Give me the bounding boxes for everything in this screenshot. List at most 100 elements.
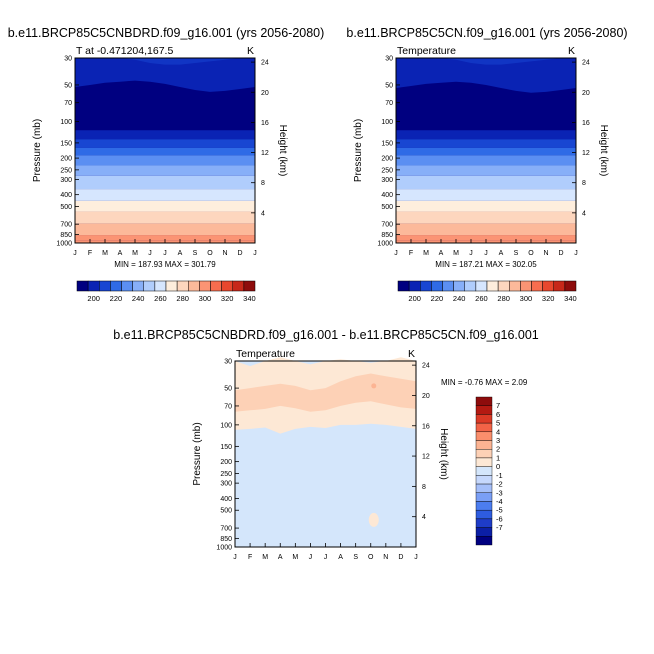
p3-xtick-label: A <box>278 554 283 561</box>
p3-ytick-label: 150 <box>220 444 232 451</box>
p3-xtick-label: J <box>309 554 313 561</box>
p1-colorbar-label: 220 <box>110 294 123 303</box>
p2-band <box>396 211 576 224</box>
p2-ytick-label: 100 <box>381 119 393 126</box>
p2-xtick-label: D <box>558 250 563 257</box>
p2-band <box>396 200 576 212</box>
p1-colorbar-box <box>87 280 100 292</box>
p3-xtick-label: S <box>353 554 358 561</box>
p2-xtick-label: J <box>574 250 578 257</box>
p2-xtick-label: A <box>439 250 444 257</box>
p1-colorbar-label: 260 <box>154 294 167 303</box>
p2-band <box>396 165 576 176</box>
p3-ytick-label: 50 <box>224 386 232 393</box>
p1-colorbar-box <box>99 280 111 292</box>
p3-colorbar-label: 6 <box>496 410 500 419</box>
p2-stats: MIN = 187.21 MAX = 302.05 <box>435 260 537 269</box>
p2-colorbar-box <box>420 280 432 292</box>
p3-colorbar-box <box>475 405 493 415</box>
chart2-plot: Temperature K 30 50 70 100 150 200 250 300 400 500 7… <box>353 45 609 303</box>
p3-units-label: K <box>408 348 415 360</box>
p1-ytick-label: 250 <box>60 167 72 174</box>
p1-colorbar-box <box>221 280 233 292</box>
p3-colorbar-label: 5 <box>496 419 500 428</box>
p1-colorbar-box <box>165 280 178 292</box>
p3-ytick-label: 700 <box>220 526 232 533</box>
p3-colorbar-box <box>475 396 493 406</box>
p2-colorbar-box <box>464 280 477 292</box>
p2-colorbar-box <box>553 280 566 292</box>
p2-ytick-label: 200 <box>381 156 393 163</box>
p1-band <box>75 155 255 166</box>
p1-colorbar-label: 300 <box>199 294 212 303</box>
p3-stats: MIN = -0.76 MAX = 2.09 <box>441 378 528 387</box>
p3-rtick-label: 12 <box>422 454 430 461</box>
p1-colorbar-box <box>121 280 133 292</box>
p1-stats: MIN = 187.93 MAX = 301.79 <box>114 260 216 269</box>
p3-colorbar-label: -5 <box>496 506 503 515</box>
p1-units-label: K <box>247 45 254 57</box>
p3-xtick-label: A <box>338 554 343 561</box>
p3-ytick-label: 30 <box>224 359 232 366</box>
p1-xtick-label: J <box>253 250 257 257</box>
p2-ytick-label: 30 <box>385 56 393 63</box>
p1-xtick-label: J <box>148 250 152 257</box>
p2-band <box>396 130 576 140</box>
p1-colorbar-label: 240 <box>132 294 145 303</box>
p2-xtick-label: A <box>499 250 504 257</box>
p1-xtick-label: J <box>163 250 167 257</box>
p1-colorbar-label: 200 <box>87 294 100 303</box>
p3-colorbar-box <box>475 536 493 546</box>
p3-colorbar-box <box>475 475 493 485</box>
p1-xtick-label: M <box>102 250 108 257</box>
p2-fill-top <box>396 58 576 65</box>
p2-ylabel-right: Height (km) <box>598 125 609 177</box>
p2-colorbar-box <box>542 280 554 292</box>
p2-rtick-label: 8 <box>582 180 586 187</box>
p3-ytick-label: 1000 <box>216 545 232 552</box>
p2-ytick-label: 150 <box>381 140 393 147</box>
p1-rtick-label: 16 <box>261 120 269 127</box>
p2-xtick-label: S <box>514 250 519 257</box>
p1-rtick-label: 20 <box>261 90 269 97</box>
p1-colorbar-box <box>232 280 245 292</box>
p1-rtick-label: 12 <box>261 150 269 157</box>
p2-xtick-label: M <box>423 250 429 257</box>
p2-xtick-label: N <box>543 250 548 257</box>
p2-colorbar-box <box>564 280 577 292</box>
p2-colorbar-label: 280 <box>497 294 510 303</box>
p2-fill-upper <box>396 58 576 93</box>
p3-colorbar-box <box>475 509 493 520</box>
p2-colorbar-label: 260 <box>475 294 488 303</box>
p2-xtick-label: O <box>528 250 534 257</box>
p1-colorbar-box <box>110 280 122 292</box>
p3-ytick-label: 100 <box>220 422 232 429</box>
p2-rtick-label: 4 <box>582 210 586 217</box>
p2-band <box>396 139 576 148</box>
p3-rtick-label: 4 <box>422 514 426 521</box>
p2-rtick-label: 20 <box>582 90 590 97</box>
p2-rtick-label: 24 <box>582 60 590 67</box>
p1-ytick-label: 500 <box>60 204 72 211</box>
p2-colorbar-box <box>509 280 521 292</box>
chart1-plot: T at -0.471204,167.5 K 30 50 70 100 150 200 250 3… <box>32 45 288 303</box>
p1-rtick-label: 8 <box>261 180 265 187</box>
p1-ytick-label: 400 <box>60 192 72 199</box>
p3-xtick-label: M <box>262 554 268 561</box>
p1-colorbar-box <box>243 280 256 292</box>
p1-band <box>75 175 255 190</box>
p2-colorbar-box <box>486 280 499 292</box>
p3-colorbar-label: -3 <box>496 488 503 497</box>
p1-xtick-label: S <box>193 250 198 257</box>
p3-colorbar-label: -7 <box>496 523 503 532</box>
p3-colorbar-label: -2 <box>496 480 503 489</box>
p1-xtick-label: J <box>73 250 77 257</box>
p2-colorbar-label: 220 <box>431 294 444 303</box>
p1-band <box>75 223 255 236</box>
p3-xtick-label: O <box>368 554 374 561</box>
p3-xtick-label: J <box>233 554 237 561</box>
p2-band <box>396 223 576 236</box>
p1-band <box>75 130 255 140</box>
p2-units-label: K <box>568 45 575 57</box>
p1-rtick-label: 24 <box>261 60 269 67</box>
